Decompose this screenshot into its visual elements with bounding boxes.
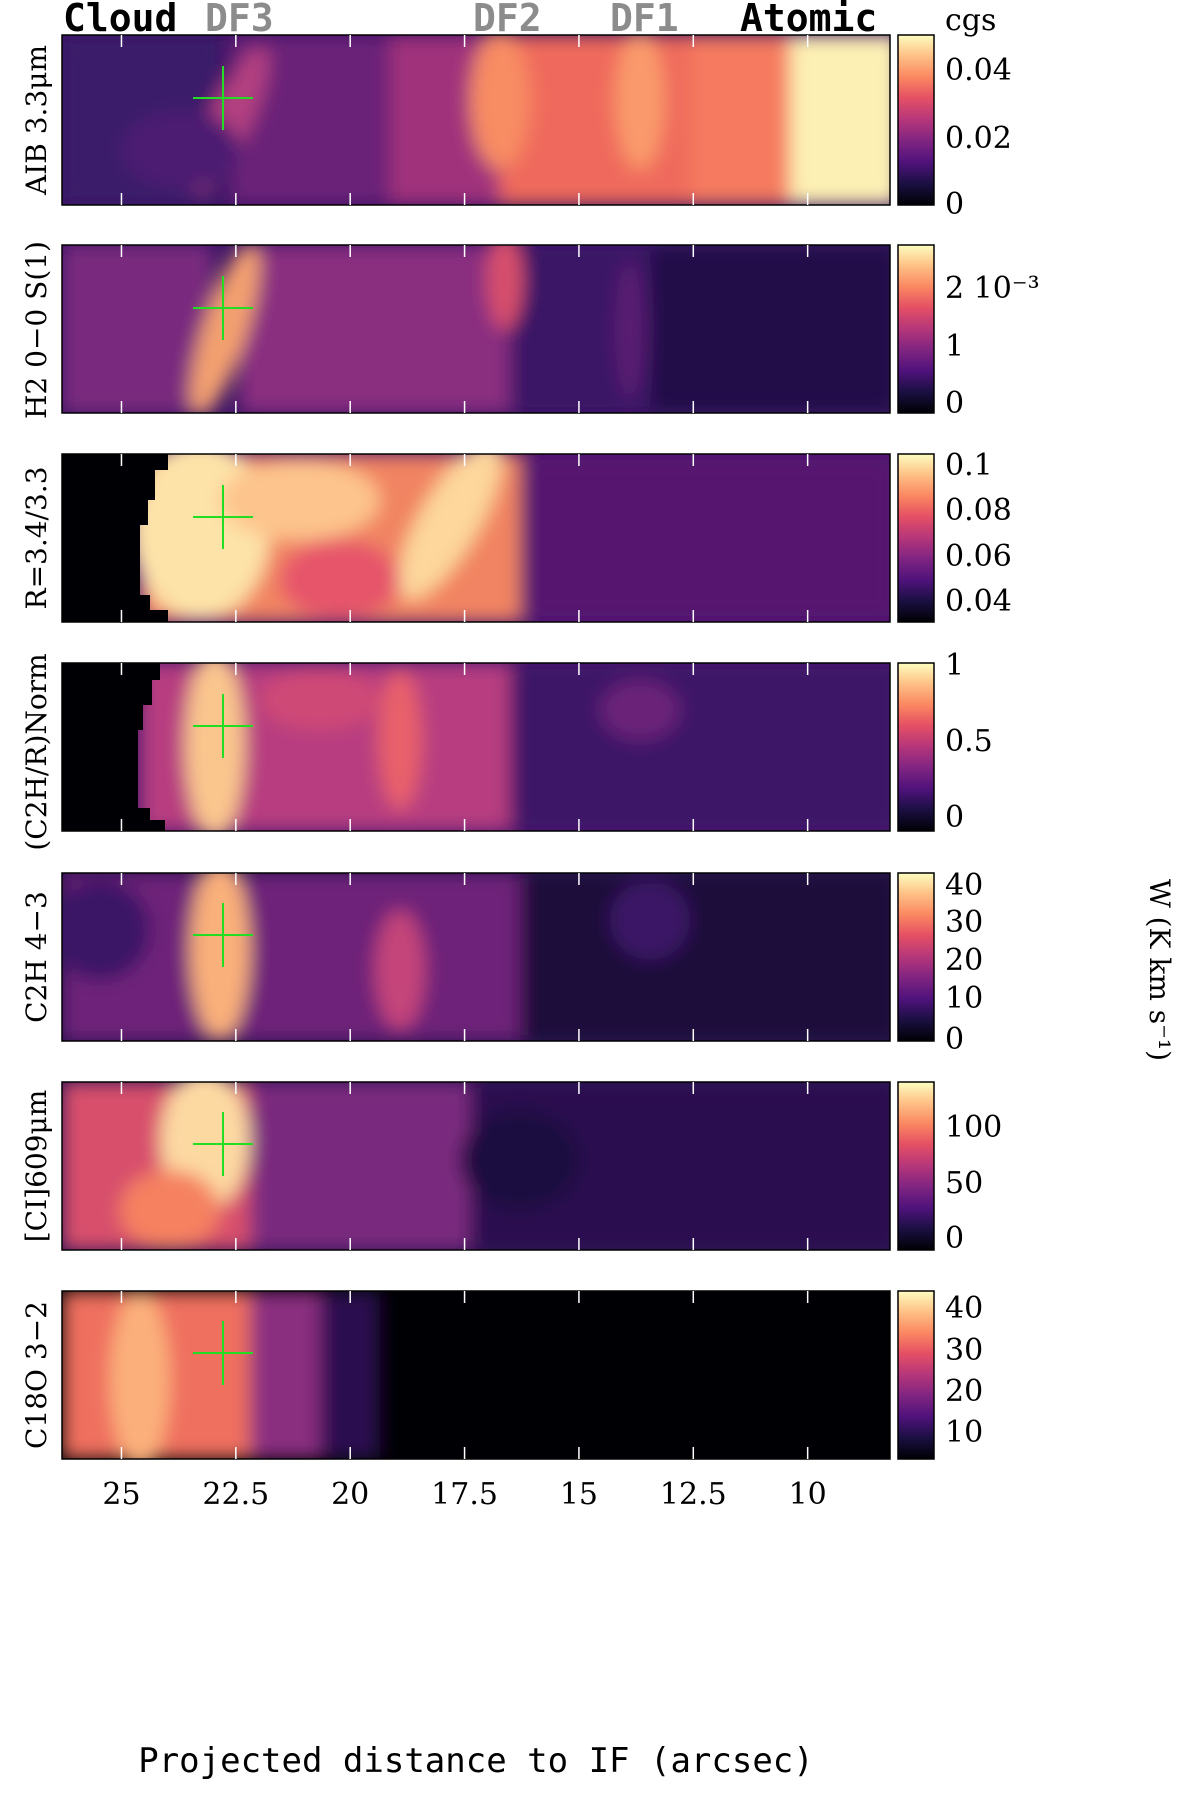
header-labels: Cloud DF3 DF2 DF1 Atomic [63, 0, 877, 40]
marker-cross [193, 1321, 253, 1385]
colorbar-aib [897, 34, 935, 206]
cb-tick-h2-0: 2 10⁻³ [945, 271, 1040, 306]
marker-cross [193, 66, 253, 130]
ylabel-aib: AIB 3.3μm [20, 45, 53, 196]
cb-tick-ratio-3: 0.04 [945, 584, 1012, 619]
header-label-atomic: Atomic [740, 0, 877, 40]
colorbars [897, 34, 935, 1460]
header-label-df1: DF1 [610, 0, 679, 40]
panel-c18o [62, 1291, 890, 1459]
cb-tick-c2h-3: 10 [945, 981, 983, 1016]
marker-cross [193, 903, 253, 967]
x-tick-label: 20 [331, 1477, 369, 1512]
marker-cross [193, 485, 253, 549]
cb-tick-c2h-2: 20 [945, 943, 983, 978]
x-tick-label: 22.5 [202, 1477, 269, 1512]
panel-c2h-frame [61, 872, 891, 1042]
panel-h2-frame [61, 244, 891, 414]
x-axis-label: Projected distance to IF (arcsec) [138, 1741, 814, 1781]
x-tick-label: 15 [560, 1477, 598, 1512]
ylabel-c2h-norm: (C2H/R)Norm [20, 653, 53, 850]
header-label-cloud: Cloud [63, 0, 177, 40]
colorbar-h2 [897, 244, 935, 414]
cb-tick-h2-1: 1 [945, 329, 964, 364]
panel-ratio [62, 454, 890, 622]
cb-tick-c2hn-1: 0.5 [945, 724, 993, 759]
panel-ylabels: AIB 3.3μm H2 0−0 S(1) R=3.4/3.3 (C2H/R)N… [20, 45, 53, 1449]
panel-ratio-frame [61, 453, 891, 623]
cb-tick-c2h-4: 0 [945, 1022, 964, 1057]
cb-tick-aib-1: 0.02 [945, 121, 1012, 156]
panel-c2h-norm [62, 663, 890, 831]
panel-h2 [62, 245, 890, 413]
x-tick-label: 10 [789, 1477, 827, 1512]
panel-aib [62, 35, 890, 205]
cb-tick-c18o-0: 40 [945, 1291, 983, 1326]
shared-colorbar-label: W (K km s⁻¹) [1143, 879, 1176, 1061]
ylabel-h2: H2 0−0 S(1) [20, 241, 53, 419]
marker-crosses [193, 66, 253, 1385]
colorbar-c18o [897, 1290, 935, 1460]
cb-tick-ci-0: 100 [945, 1110, 1002, 1145]
marker-cross [193, 694, 253, 758]
colorbar-ratio [897, 453, 935, 623]
cb-tick-c18o-1: 30 [945, 1333, 983, 1368]
colorbar-c2h [897, 872, 935, 1042]
marker-cross [193, 276, 253, 340]
panel-c2h-norm-frame [61, 662, 891, 832]
ylabel-c18o: C18O 3−2 [20, 1301, 53, 1449]
panel-c2h [62, 873, 890, 1041]
panel-ci [62, 1082, 890, 1250]
cb-tick-c2h-1: 30 [945, 905, 983, 940]
x-tick-label: 25 [102, 1477, 140, 1512]
header-label-df2: DF2 [473, 0, 542, 40]
colorbar-unit-aib: cgs [945, 3, 996, 38]
cb-tick-c2hn-2: 0 [945, 800, 964, 835]
x-tick-label: 12.5 [660, 1477, 727, 1512]
panel-ci-frame [61, 1081, 891, 1251]
cb-tick-c2hn-0: 1 [945, 648, 964, 683]
cb-tick-c18o-3: 10 [945, 1415, 983, 1450]
colorbar-ci [897, 1081, 935, 1251]
x-axis: 25 22.5 20 17.5 15 12.5 10 [102, 35, 827, 1512]
cb-tick-h2-2: 0 [945, 386, 964, 421]
ylabel-ratio: R=3.4/3.3 [20, 466, 53, 609]
cb-tick-c18o-2: 20 [945, 1374, 983, 1409]
cb-tick-ci-2: 0 [945, 1221, 964, 1256]
x-tick-label: 17.5 [431, 1477, 498, 1512]
cb-tick-ratio-2: 0.06 [945, 539, 1012, 574]
header-label-df3: DF3 [205, 0, 274, 40]
panel-aib-frame [61, 34, 891, 206]
marker-cross [193, 1112, 253, 1176]
ylabel-ci: [CI]609μm [20, 1090, 53, 1243]
cb-tick-ratio-0: 0.1 [945, 448, 993, 483]
colorbar-tick-labels: cgs 0.04 0.02 0 2 10⁻³ 1 0 0.1 0.08 0.06… [945, 3, 1040, 1450]
cb-tick-aib-2: 0 [945, 187, 964, 222]
cb-tick-c2h-0: 40 [945, 868, 983, 903]
cb-tick-ratio-1: 0.08 [945, 493, 1012, 528]
ylabel-c2h: C2H 4−3 [20, 891, 53, 1023]
cb-tick-ci-1: 50 [945, 1166, 983, 1201]
colorbar-c2h-norm [897, 662, 935, 832]
cb-tick-aib-0: 0.04 [945, 53, 1012, 88]
panel-c18o-frame [61, 1290, 891, 1460]
